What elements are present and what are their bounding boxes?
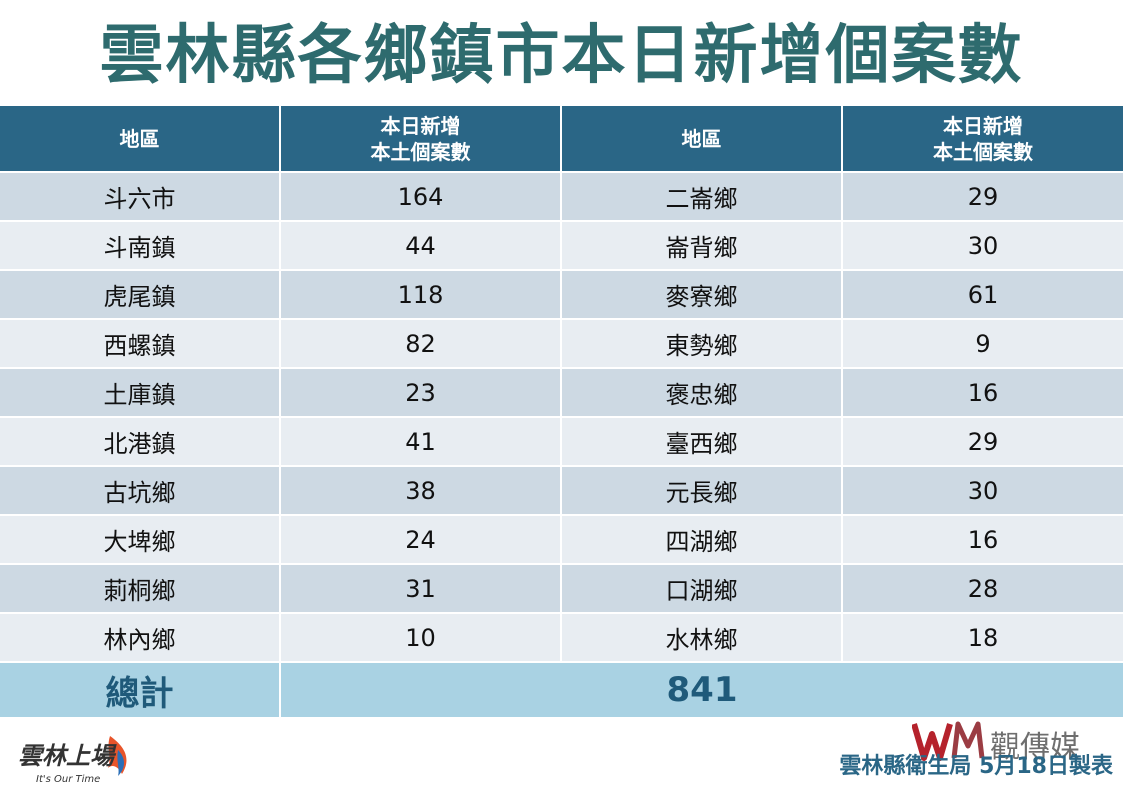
cell-region-left: 大埤鄉	[0, 515, 281, 565]
cell-count-left: 38	[280, 466, 562, 516]
footer-credit: 雲林縣衛生局 5月18日製表	[839, 754, 1113, 779]
cell-count-right: 30	[842, 466, 1123, 516]
cell-region-left: 斗六市	[0, 172, 281, 222]
table-row: 大埤鄉 24 四湖鄉 16	[0, 515, 1123, 565]
table-row: 虎尾鎮 118 麥寮鄉 61	[0, 270, 1123, 320]
cell-region-right: 四湖鄉	[561, 515, 843, 565]
table-row: 林內鄉 10 水林鄉 18	[0, 613, 1123, 663]
cell-count-right: 9	[842, 319, 1123, 369]
cell-count-left: 23	[280, 368, 562, 418]
page-title: 雲林縣各鄉鎮市本日新增個案數	[99, 19, 1024, 93]
header-region-left: 地區	[0, 106, 281, 173]
cell-count-left: 10	[280, 613, 562, 663]
cell-count-right: 16	[842, 368, 1123, 418]
table-row: 斗六市 164 二崙鄉 29	[0, 172, 1123, 222]
yunlin-logo: 雲林上場 It's Our Time	[18, 736, 127, 785]
cell-region-right: 二崙鄉	[561, 172, 843, 222]
table-row: 北港鎮 41 臺西鄉 29	[0, 417, 1123, 467]
header-region-right: 地區	[561, 106, 843, 173]
table-row: 斗南鎮 44 崙背鄉 30	[0, 221, 1123, 271]
watermark-logo	[912, 721, 985, 761]
cell-region-left: 西螺鎮	[0, 319, 281, 369]
cell-count-right: 30	[842, 221, 1123, 271]
cell-count-left: 44	[280, 221, 562, 271]
cell-region-right: 東勢鄉	[561, 319, 843, 369]
logo-text: 雲林上場	[18, 741, 117, 770]
cell-region-left: 莿桐鄉	[0, 564, 281, 614]
cell-region-right: 崙背鄉	[561, 221, 843, 271]
header-count-right: 本日新增 本土個案數	[842, 106, 1123, 173]
header-count-left: 本日新增 本土個案數	[280, 106, 562, 173]
table-row: 古坑鄉 38 元長鄉 30	[0, 466, 1123, 516]
cell-region-left: 林內鄉	[0, 613, 281, 663]
cell-region-right: 口湖鄉	[561, 564, 843, 614]
cell-region-left: 北港鎮	[0, 417, 281, 467]
cell-count-right: 29	[842, 172, 1123, 222]
cell-count-left: 164	[280, 172, 562, 222]
cell-count-right: 16	[842, 515, 1123, 565]
watermark-text: 觀傳媒	[990, 730, 1080, 765]
cell-count-left: 31	[280, 564, 562, 614]
cell-region-left: 虎尾鎮	[0, 270, 281, 320]
logo-tagline: It's Our Time	[36, 774, 100, 785]
total-row: 總計 841	[0, 662, 1123, 719]
cell-region-left: 土庫鎮	[0, 368, 281, 418]
cell-region-left: 斗南鎮	[0, 221, 281, 271]
cell-count-right: 29	[842, 417, 1123, 467]
cell-count-left: 24	[280, 515, 562, 565]
cell-region-right: 褒忠鄉	[561, 368, 843, 418]
table-body: 斗六市 164 二崙鄉 29 斗南鎮 44 崙背鄉 30 虎尾鎮 118 麥寮鄉 61 西螺鎮 82 東勢鄉…	[0, 172, 1123, 719]
total-value: 841	[280, 662, 1123, 719]
total-label: 總計	[0, 662, 281, 719]
table-header-row: 地區 本日新增 本土個案數 地區 本日新增 本土個案數	[0, 106, 1123, 173]
cell-region-right: 臺西鄉	[561, 417, 843, 467]
table-row: 西螺鎮 82 東勢鄉 9	[0, 319, 1123, 369]
cell-count-left: 82	[280, 319, 562, 369]
cell-count-right: 18	[842, 613, 1123, 663]
cell-region-right: 水林鄉	[561, 613, 843, 663]
cell-region-left: 古坑鄉	[0, 466, 281, 516]
cases-table: 地區 本日新增 本土個案數 地區 本日新增 本土個案數 斗六市 164 二崙鄉 29 斗…	[0, 106, 1123, 719]
table-row: 土庫鎮 23 褒忠鄉 16	[0, 368, 1123, 418]
cell-count-left: 41	[280, 417, 562, 467]
cell-count-right: 28	[842, 564, 1123, 614]
cell-region-right: 元長鄉	[561, 466, 843, 516]
cell-region-right: 麥寮鄉	[561, 270, 843, 320]
cell-count-left: 118	[280, 270, 562, 320]
table-row: 莿桐鄉 31 口湖鄉 28	[0, 564, 1123, 614]
cell-count-right: 61	[842, 270, 1123, 320]
